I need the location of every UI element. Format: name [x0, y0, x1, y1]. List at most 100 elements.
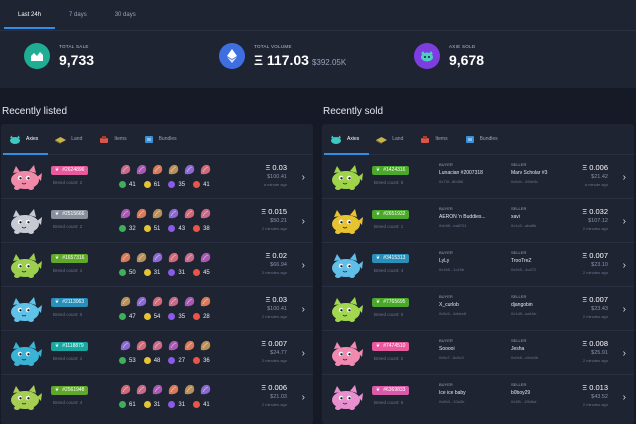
- chevron-right-icon[interactable]: ›: [301, 392, 305, 403]
- tab-last-24h[interactable]: Last 24h: [4, 0, 56, 30]
- health-icon: [119, 401, 126, 408]
- axie-image[interactable]: [330, 295, 364, 323]
- axie-id: #2561948: [62, 387, 85, 393]
- morale-stat-value: 45: [203, 269, 210, 276]
- axie-image[interactable]: [330, 339, 364, 367]
- axie-image[interactable]: [330, 207, 364, 235]
- eth-price: Ξ 0.007: [582, 295, 608, 304]
- morale-icon: [193, 181, 201, 188]
- buyer-name[interactable]: X_curlob: [439, 302, 459, 308]
- buyer-name[interactable]: AERON 'n Buddies...: [439, 214, 486, 220]
- buyer-info: BUYER Lunacian #2007318 0x73f...8b456: [439, 162, 483, 184]
- axie-image[interactable]: [9, 383, 43, 411]
- axie-stats: 53 48 27 36: [119, 357, 218, 364]
- axie-image[interactable]: [9, 207, 43, 235]
- axie-stats: 47 54 35 28: [119, 313, 218, 320]
- body-part-icon: [199, 383, 212, 396]
- axie-image[interactable]: [9, 295, 43, 323]
- chevron-right-icon[interactable]: ›: [622, 172, 626, 183]
- buyer-name[interactable]: Sooooi: [439, 346, 455, 352]
- chevron-right-icon[interactable]: ›: [301, 216, 305, 227]
- chevron-right-icon[interactable]: ›: [301, 260, 305, 271]
- axie-image[interactable]: [330, 251, 364, 279]
- sold-tab-land[interactable]: Land: [376, 124, 403, 155]
- seller-name[interactable]: djangobin: [511, 302, 533, 308]
- eth-price: Ξ 0.008: [582, 339, 608, 348]
- morale-icon: [193, 401, 201, 408]
- chevron-right-icon[interactable]: ›: [622, 348, 626, 359]
- chevron-right-icon[interactable]: ›: [622, 392, 626, 403]
- seller-info: SELLER b0boy29 0x3f5...1f5dbd: [511, 382, 536, 404]
- sold-axie-row[interactable]: ❦ #7474510 Breed count: 2 BUYER Sooooi 0x5c7.…: [322, 331, 634, 375]
- body-part-icon: [183, 383, 196, 396]
- summary-stats: TOTAL SALE 9,733 TOTAL VOLUME Ξ 117.03 $3…: [0, 30, 636, 88]
- listed-axie-row[interactable]: ❦ #2515666 Breed count: 2 32 51 43 38 Ξ 0.015 $5…: [1, 199, 313, 243]
- body-part-icon: [199, 163, 212, 176]
- buyer-name[interactable]: Lunacian #2007318: [439, 170, 483, 176]
- listed-tab-items[interactable]: Items: [99, 124, 127, 155]
- sold-axie-row[interactable]: ❦ #2651932 Breed count: 1 BUYER AERON 'n Bud…: [322, 199, 634, 243]
- listed-tab-bundles[interactable]: Bundles: [144, 124, 177, 155]
- price-block: Ξ 0.006 $21.03 2 minutes ago: [261, 383, 287, 407]
- health-stat: 61: [119, 401, 136, 408]
- body-part-icon: [119, 339, 132, 352]
- buyer-address: 0xb98...ea8701: [439, 223, 467, 228]
- listed-axie-row[interactable]: ❦ #1118879 Breed count: 1 53 48 27 36 Ξ 0.007 $2…: [1, 331, 313, 375]
- axie-image[interactable]: [9, 163, 43, 191]
- buyer-info: BUYER Sooooi 0x5c7...6c5c3: [439, 338, 464, 360]
- seller-name[interactable]: b0boy29: [511, 390, 531, 396]
- chevron-right-icon[interactable]: ›: [301, 172, 305, 183]
- eth-price: Ξ 0.02: [265, 251, 287, 260]
- buyer-name[interactable]: LyLy: [439, 258, 450, 264]
- seller-name[interactable]: TrooTreZ: [511, 258, 532, 264]
- chevron-right-icon[interactable]: ›: [622, 216, 626, 227]
- breed-count: Breed count: 4: [374, 268, 404, 273]
- axie-image[interactable]: [9, 251, 43, 279]
- sold-tab-axies[interactable]: Axies: [323, 124, 370, 155]
- axie-image[interactable]: [330, 163, 364, 191]
- tab-7-days[interactable]: 7 days: [69, 12, 87, 18]
- seller-name[interactable]: xavi: [511, 214, 520, 220]
- skill-stat: 43: [168, 225, 185, 232]
- sold-tab-items[interactable]: Items: [420, 124, 448, 155]
- listed-tab-land[interactable]: Land: [55, 124, 82, 155]
- seller-name[interactable]: Jesha: [511, 346, 525, 352]
- seller-name[interactable]: Marv Scholar #3: [511, 170, 548, 176]
- axie-image[interactable]: [9, 339, 43, 367]
- listed-axie-row[interactable]: ❦ #2113063 Breed count: 0 47 54 35 28 Ξ 0.03 $10…: [1, 287, 313, 331]
- body-part-icon: [199, 339, 212, 352]
- sold-tab-axies-label: Axies: [347, 136, 360, 142]
- chevron-right-icon[interactable]: ›: [301, 304, 305, 315]
- listed-axie-row[interactable]: ❦ #2561948 Breed count: 4 61 31 31 41 Ξ 0.006 $2…: [1, 375, 313, 419]
- chevron-right-icon[interactable]: ›: [622, 304, 626, 315]
- chevron-right-icon[interactable]: ›: [622, 260, 626, 271]
- listed-axie-row[interactable]: ❦ #2624896 Breed count: 2 41 61 35 41 Ξ 0.03 $10…: [1, 155, 313, 199]
- skill-stat-value: 31: [178, 401, 186, 408]
- sold-axie-row[interactable]: ❦ #7765695 Breed count: 0 BUYER X_curlob 0x5c…: [322, 287, 634, 331]
- body-part-icon: [183, 207, 196, 220]
- chevron-right-icon[interactable]: ›: [301, 348, 305, 359]
- eth-price: Ξ 0.006: [582, 163, 608, 172]
- seller-label: SELLER: [511, 250, 527, 255]
- sold-axie-row[interactable]: ❦ #3415313 Breed count: 4 BUYER LyLy 0x1b5...…: [322, 243, 634, 287]
- buyer-label: BUYER: [439, 250, 453, 255]
- health-icon: [119, 357, 126, 364]
- sold-axie-row[interactable]: ❦ #1424316 Breed count: 5 BUYER Lunacian #20…: [322, 155, 634, 199]
- axie-image[interactable]: [330, 383, 364, 411]
- sold-axie-row[interactable]: ❦ #6369833 Breed count: 5 BUYER Ice ice baby…: [322, 375, 634, 419]
- axie-id-badge: ❦ #2651932: [372, 210, 410, 219]
- tab-30-days[interactable]: 30 days: [114, 12, 136, 18]
- axie-id-badge: ❦ #2515666: [51, 210, 89, 219]
- price-block: Ξ 0.013 $43.52 2 minutes ago: [582, 383, 608, 407]
- price-block: Ξ 0.015 $50.21 2 minutes ago: [261, 207, 287, 231]
- listed-axie-row[interactable]: ❦ #1657316 Breed count: 1 50 31 31 45 Ξ 0.02 $66…: [1, 243, 313, 287]
- sold-tab-bundles[interactable]: Bundles: [465, 124, 498, 155]
- listed-tab-axies[interactable]: Axies: [2, 124, 49, 155]
- body-part-icon: [151, 207, 164, 220]
- buyer-name[interactable]: Ice ice baby: [439, 390, 466, 396]
- sold-rows: ❦ #1424316 Breed count: 5 BUYER Lunacian #20…: [322, 155, 634, 419]
- morale-icon: [193, 357, 201, 364]
- skill-stat-value: 35: [178, 181, 186, 188]
- body-part-icon: [135, 251, 148, 264]
- axie-id: #7474510: [383, 343, 406, 349]
